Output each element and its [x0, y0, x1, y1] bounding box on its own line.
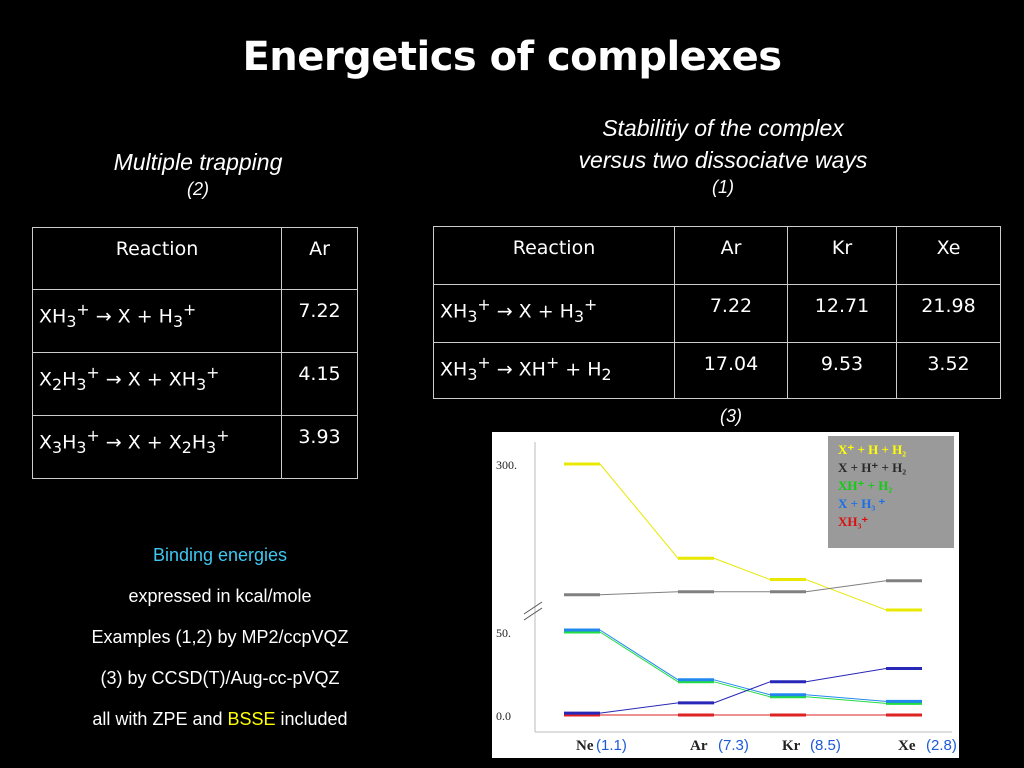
series-connector	[713, 679, 771, 696]
series-connector	[599, 591, 679, 596]
chart-reference: (3)	[720, 406, 742, 426]
series-connector	[599, 702, 679, 714]
axis-break-mark	[523, 601, 543, 615]
ar-value: 7.22	[281, 289, 358, 353]
series-connector	[805, 668, 887, 683]
y-tick-label: 50.	[496, 626, 511, 640]
ar-value: 17.04	[674, 342, 788, 399]
notes-heading: Binding energies	[152, 545, 288, 565]
ar-value: 3.93	[281, 415, 358, 479]
x-annotation: (1.1)	[596, 737, 627, 754]
notes-units: expressed in kcal/mole	[128, 586, 312, 606]
x-annotation: (8.5)	[810, 737, 841, 754]
series-connector	[805, 579, 887, 611]
table-row: XH3+ → XH+ + H2 17.04 9.53 3.52	[433, 342, 1001, 399]
column-header-kr: Kr	[787, 226, 897, 285]
notes-method-2: (3) by CCSD(T)/Aug-cc-pVQZ	[100, 668, 340, 688]
column-header-ar: Ar	[281, 227, 358, 290]
left-header-ref: (2)	[187, 179, 209, 199]
x-tick-label: Kr	[782, 738, 801, 754]
notes-method-1: Examples (1,2) by MP2/ccpVQZ	[91, 627, 349, 647]
reaction-cell: X3H3+ → X + X2H3+	[32, 415, 282, 479]
reaction-cell: XH3+ → X + H3+	[433, 284, 675, 343]
series-connector	[599, 631, 679, 683]
right-header-title: Stabilitiy of the complex	[602, 115, 844, 141]
reaction-cell: X2H3+ → X + XH3+	[32, 352, 282, 416]
ar-value: 7.22	[674, 284, 788, 343]
legend-entry: XH₃⁺	[838, 514, 868, 529]
page-title: Energetics of complexes	[242, 34, 782, 80]
column-header-reaction: Reaction	[433, 226, 675, 285]
y-tick-label: 300.	[496, 458, 517, 472]
ar-value: 4.15	[281, 352, 358, 416]
legend-box	[828, 436, 954, 548]
column-header-ar: Ar	[674, 226, 788, 285]
right-header-ref: (1)	[712, 177, 734, 197]
x-tick-label: Ne	[576, 738, 594, 754]
multiple-trapping-table: Reaction Ar XH3+ → X + H3+ 7.22 X2H3+ → …	[32, 227, 358, 479]
series-connector	[599, 629, 679, 681]
kr-value: 9.53	[787, 342, 897, 399]
notes-corrections: all with ZPE and BSSE included	[40, 699, 400, 740]
right-table-header: Stabilitiy of the complex versus two dis…	[523, 112, 923, 198]
xe-value: 3.52	[896, 342, 1001, 399]
series-connector	[713, 557, 771, 581]
xe-value: 21.98	[896, 284, 1001, 343]
column-header-reaction: Reaction	[32, 227, 282, 290]
table-row: X2H3+ → X + XH3+ 4.15	[32, 352, 358, 416]
left-table-header: Multiple trapping (2)	[48, 146, 348, 200]
legend-entry: X + H⁺ + H₂	[838, 460, 906, 475]
reaction-cell: XH3+ → XH+ + H2	[433, 342, 675, 399]
series-connector	[713, 681, 771, 704]
table-row: XH3+ → X + H3+ 7.22	[32, 289, 358, 353]
x-tick-label: Ar	[690, 738, 708, 754]
y-tick-label: 0.0	[496, 709, 511, 723]
table-row: XH3+ → X + H3+ 7.22 12.71 21.98	[433, 284, 1001, 343]
axis-break-mark	[523, 607, 543, 621]
x-tick-label: Xe	[898, 738, 916, 754]
notes-corrections-suffix: included	[275, 709, 348, 729]
x-annotation: (2.8)	[926, 737, 957, 754]
notes-corrections-prefix: all with ZPE and	[92, 709, 228, 729]
series-connector	[805, 694, 887, 702]
series-connector	[805, 696, 887, 704]
x-annotation: (7.3)	[718, 737, 749, 754]
dissociation-table: Reaction Ar Kr Xe XH3+ → X + H3+ 7.22 12…	[433, 226, 1001, 399]
energy-level-chart: 300. 50. 0.0 Ne (1.1) Ar (7.3) Kr (8.5) Xe (2.8) X⁺…	[492, 432, 959, 758]
notes-block: Binding energies expressed in kcal/mole …	[40, 535, 400, 740]
left-header-title: Multiple trapping	[113, 149, 283, 175]
reaction-cell: XH3+ → X + H3+	[32, 289, 282, 353]
bsse-highlight: BSSE	[227, 709, 276, 729]
column-header-xe: Xe	[896, 226, 1001, 285]
legend-entry: X⁺ + H + H₂	[838, 442, 906, 457]
chart-svg: 300. 50. 0.0 Ne (1.1) Ar (7.3) Kr (8.5) Xe (2.8) X⁺…	[496, 436, 957, 754]
kr-value: 12.71	[787, 284, 897, 343]
series-connector	[599, 463, 679, 559]
legend-entry: XH⁺ + H₂	[838, 478, 892, 493]
series-connector	[805, 580, 887, 593]
legend-entry: X + H₃ ⁺	[838, 496, 886, 511]
series-connector	[713, 681, 771, 698]
right-header-subtitle: versus two dissociatve ways	[578, 147, 868, 173]
table-row: X3H3+ → X + X2H3+ 3.93	[32, 415, 358, 479]
